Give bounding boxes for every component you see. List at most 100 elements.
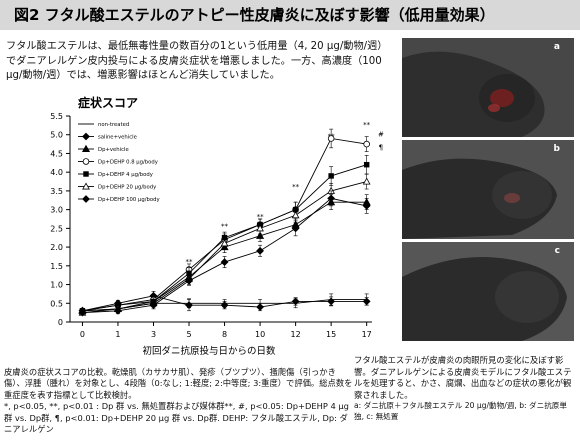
legend-entry-4: Dp+DEHP 4 μg/body <box>78 171 153 178</box>
y-tick-label: 2.0 <box>50 243 63 252</box>
legend-marker <box>82 182 90 190</box>
annotation-4: ** <box>328 132 336 140</box>
y-tick-label: 0 <box>58 318 63 327</box>
symptom-score-chart: 症状スコア 0 0.5 1.0 1.5 2.0 2.5 3.0 3.5 4.0 4.5 5.0 5.5… <box>0 92 395 367</box>
figure-title: 図2 フタル酸エステルのアトピー性皮膚炎に及ぼす影響（低用量効果） <box>0 0 580 30</box>
annotation-2: ** <box>257 213 265 221</box>
annotation-1: ** <box>221 222 229 230</box>
annotation-0: ** <box>186 258 194 266</box>
legend-label: Dp+DEHP 100 μg/body <box>98 197 160 203</box>
data-point <box>114 306 122 315</box>
photo-caption: フタル酸エステルが皮膚炎の肉眼所見の変化に及ぼす影響。ダニアレルゲンによる皮膚炎… <box>354 355 576 422</box>
annotation-3: ** <box>292 183 300 191</box>
x-tick-label: 10 <box>255 330 265 339</box>
series-1 <box>78 290 371 315</box>
chart-annotations: ** ** ** ** ** ** # ¶ <box>186 121 384 266</box>
data-point <box>327 135 335 142</box>
y-tick-label: 4.5 <box>50 149 63 158</box>
data-point <box>291 211 300 219</box>
legend-marker <box>82 195 90 203</box>
photo-panel: a b c <box>402 38 574 344</box>
legend-marker <box>83 171 89 177</box>
chart-title: 症状スコア <box>78 95 138 110</box>
photo-b-label: b <box>553 144 560 154</box>
data-point <box>256 246 264 255</box>
series-2 <box>78 194 371 314</box>
data-point <box>327 297 336 306</box>
photo-c-image <box>402 242 574 341</box>
chart-axes: 0 0.5 1.0 1.5 2.0 2.5 3.0 3.5 4.0 4.5 5.0 5.5 0 1 3 5 8 1… <box>50 112 372 339</box>
legend-label: non-treated <box>98 122 129 128</box>
x-tick-label: 12 <box>291 330 301 339</box>
intro-text: フタル酸エステルは、最低無毒性量の数百分の1という低用量（4, 20 μg/動物… <box>6 41 388 81</box>
y-tick-label: 5.5 <box>50 112 63 121</box>
series-5 <box>78 173 371 316</box>
series-line <box>82 197 367 314</box>
data-point <box>78 308 87 317</box>
legend-label: Dp+DEHP 0.8 μg/body <box>98 160 158 166</box>
data-point <box>220 258 229 266</box>
y-tick-label: 2.5 <box>50 224 63 233</box>
series-4 <box>79 155 370 314</box>
legend-entry-5: Dp+DEHP 20 μg/body <box>78 182 156 191</box>
data-point <box>362 177 371 185</box>
chart-caption-main: 皮膚炎の症状スコアの比較。乾燥肌（カサカサ肌）、発疹（ブツブツ）、掻爬傷（引っか… <box>4 367 353 400</box>
x-tick-label: 5 <box>186 330 191 339</box>
data-point <box>149 301 158 310</box>
photo-caption-main: フタル酸エステルが皮膚炎の肉眼所見の変化に及ぼす影響。ダニアレルゲンによる皮膚炎… <box>354 355 572 400</box>
legend-label: Dp+vehicle <box>98 147 129 153</box>
photo-b-image <box>402 140 574 239</box>
y-tick-label: 5.0 <box>50 131 63 140</box>
legend-entry-2: Dp+vehicle <box>78 144 129 153</box>
x-axis-label: 初回ダニ抗原投与日からの日数 <box>142 345 276 357</box>
chart-caption-stats: *, p<0.05, **, p<0.01 : Dp 群 vs. 無処置群および… <box>4 401 349 435</box>
data-point <box>256 224 264 232</box>
legend-marker <box>82 132 90 141</box>
series-6 <box>78 190 371 317</box>
annotation-6: # <box>378 131 384 139</box>
annotation-5: ** <box>363 121 371 129</box>
x-tick-label: 8 <box>222 330 227 339</box>
legend-entry-6: Dp+DEHP 100 μg/body <box>78 195 160 203</box>
data-point <box>185 276 193 285</box>
data-point <box>220 239 229 247</box>
data-point <box>185 301 193 310</box>
chart-legend: non-treated saline+vehicle Dp+vehicle Dp+DE… <box>78 122 160 203</box>
photo-a-image <box>402 38 574 137</box>
chart-series <box>78 128 371 317</box>
photo-b: b <box>402 140 574 239</box>
data-point <box>362 201 371 210</box>
y-tick-label: 3.0 <box>50 206 63 215</box>
data-point <box>362 297 371 306</box>
photo-c: c <box>402 242 574 341</box>
x-tick-label: 17 <box>362 330 372 339</box>
legend-entry-0: non-treated <box>78 122 129 128</box>
legend-marker <box>81 144 91 153</box>
photo-caption-legend: a: ダニ抗原＋フタル酸エステル 20 μg/動物/週, b: ダニ抗原単独, … <box>354 401 567 421</box>
photo-c-label: c <box>554 246 560 256</box>
x-tick-label: 0 <box>80 330 85 339</box>
data-point <box>327 194 336 203</box>
data-point <box>220 301 229 310</box>
x-tick-label: 1 <box>115 330 120 339</box>
photo-a-label: a <box>553 42 560 52</box>
x-tick-label: 3 <box>151 330 156 339</box>
data-point <box>256 303 264 311</box>
chart-svg: 症状スコア 0 0.5 1.0 1.5 2.0 2.5 3.0 3.5 4.0 4.5 5.0 5.5… <box>50 95 384 357</box>
y-tick-label: 3.5 <box>50 187 63 196</box>
legend-label: Dp+DEHP 20 μg/body <box>98 185 156 191</box>
data-point <box>363 161 370 168</box>
legend-label: Dp+DEHP 4 μg/body <box>98 172 153 178</box>
data-point <box>256 231 265 239</box>
legend-label: saline+vehicle <box>98 135 137 141</box>
data-point <box>363 140 370 148</box>
y-tick-label: 1.5 <box>50 262 63 271</box>
chart-caption: 皮膚炎の症状スコアの比較。乾燥肌（カサカサ肌）、発疹（ブツブツ）、掻爬傷（引っか… <box>4 367 354 435</box>
x-tick-label: 15 <box>326 330 336 339</box>
y-tick-label: 0.5 <box>50 299 63 308</box>
data-point <box>291 224 300 233</box>
data-point <box>328 173 334 179</box>
annotation-7: ¶ <box>379 144 383 152</box>
legend-marker <box>82 158 90 165</box>
legend-entry-3: Dp+DEHP 0.8 μg/body <box>78 158 158 166</box>
